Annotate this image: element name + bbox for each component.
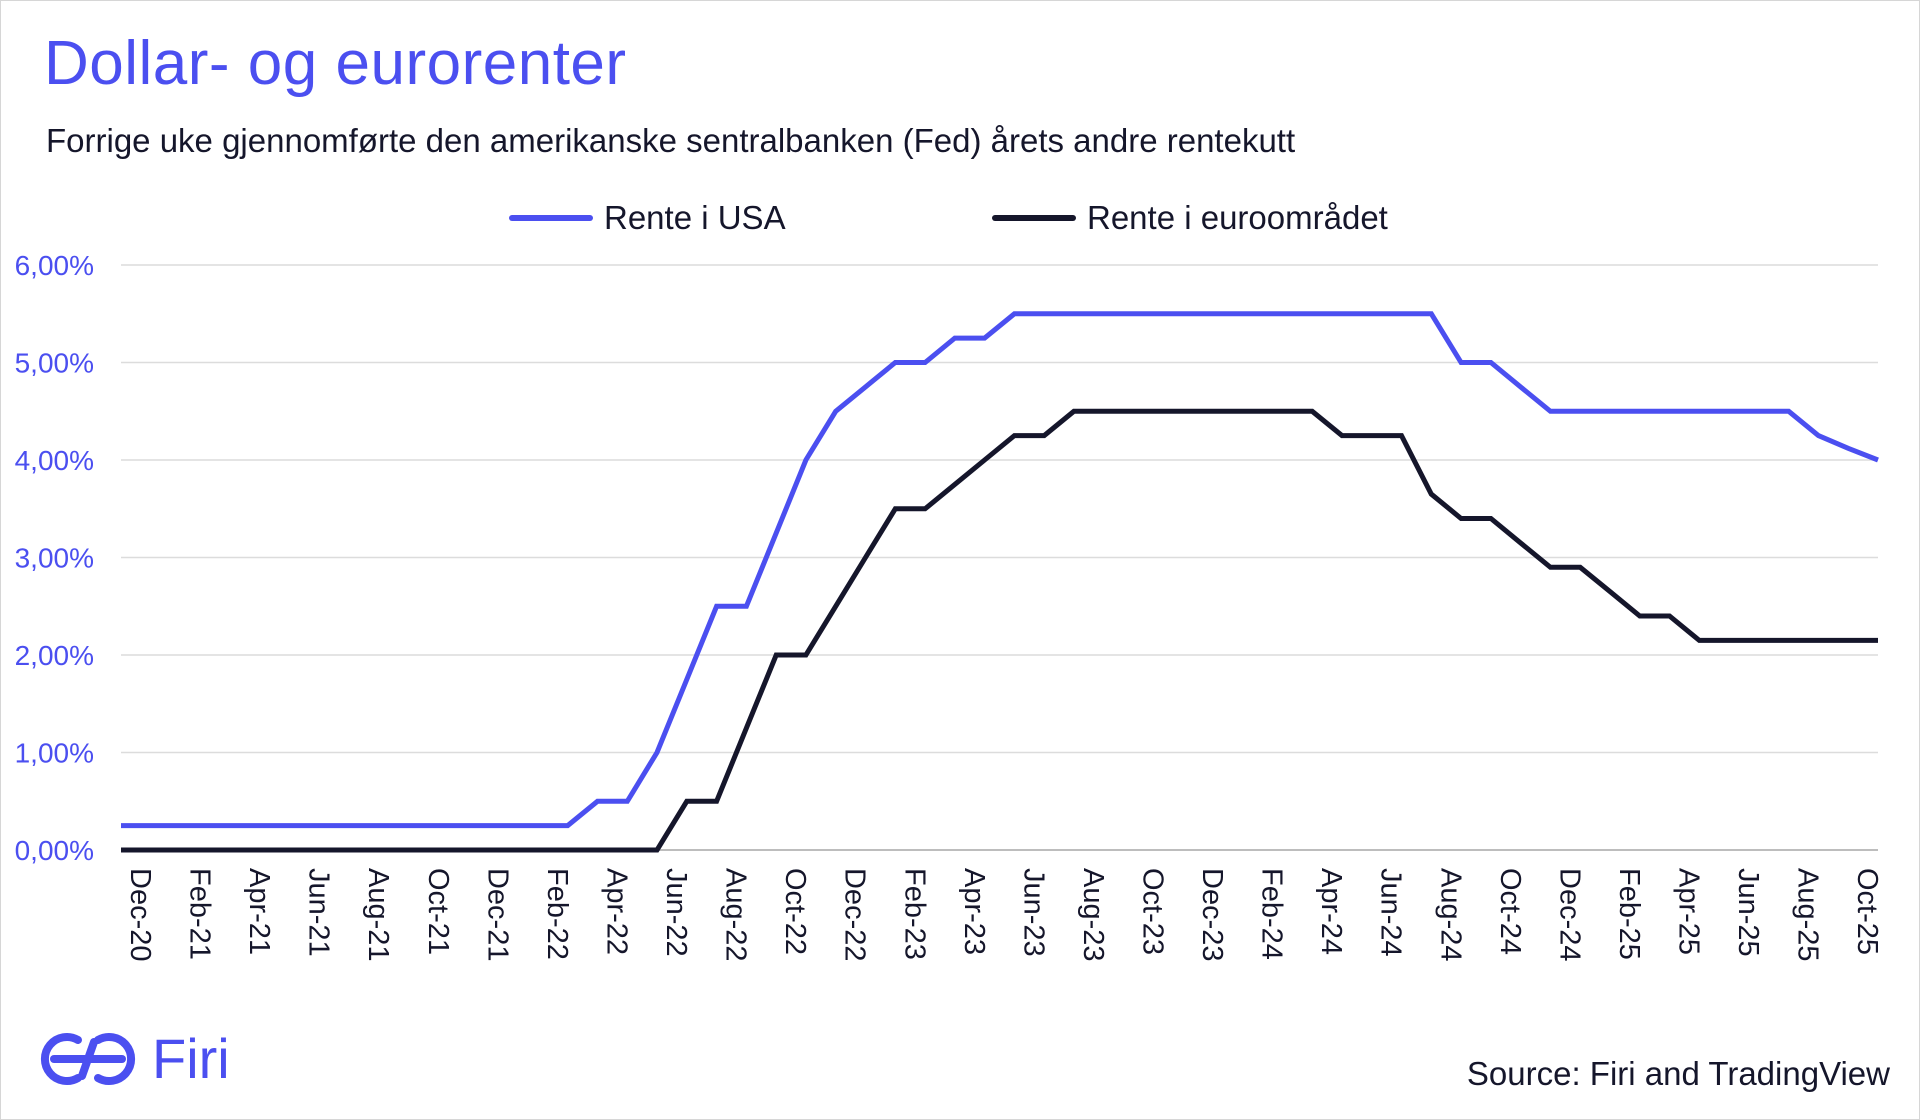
- firi-logo: Firi: [36, 1030, 230, 1088]
- series-lines: [121, 311, 1879, 853]
- x-tick-label: Apr-22: [600, 868, 632, 955]
- x-tick-label: Aug-21: [362, 868, 394, 962]
- x-tick-label: Apr-21: [243, 868, 275, 955]
- y-tick-label: 3,00%: [15, 543, 94, 574]
- legend-label: Rente i euroområdet: [1087, 199, 1388, 236]
- x-tick-label: Dec-22: [839, 868, 871, 962]
- series-line-euro: [121, 408, 1878, 853]
- y-tick-label: 0,00%: [15, 835, 94, 866]
- legend-label: Rente i USA: [604, 199, 786, 236]
- y-tick-label: 5,00%: [15, 348, 94, 379]
- x-tick-label: Jun-22: [660, 868, 692, 957]
- x-tick-label: Oct-23: [1137, 868, 1169, 955]
- x-tick-label: Feb-22: [541, 868, 573, 960]
- x-tick-label: Feb-23: [898, 868, 930, 960]
- x-tick-label: Feb-21: [184, 868, 216, 960]
- x-tick-label: Aug-22: [720, 868, 752, 962]
- brand-name: Firi: [152, 1027, 230, 1090]
- x-tick-label: Apr-25: [1673, 868, 1705, 955]
- x-tick-label: Jun-25: [1732, 868, 1764, 957]
- y-tick-label: 6,00%: [15, 250, 94, 281]
- x-tick-label: Apr-24: [1315, 868, 1347, 955]
- chart-title: Dollar- og eurorenter: [44, 29, 627, 98]
- x-tick-label: Aug-24: [1434, 868, 1466, 962]
- y-tick-label: 4,00%: [15, 445, 94, 476]
- x-axis-tick-labels: Dec-20 Feb-21 Apr-21 Jun-21 Aug-21 Oct-21 Dec-…: [124, 868, 1883, 962]
- y-axis-tick-labels: 0,00% 1,00% 2,00% 3,00% 4,00% 5,00% 6,00%: [15, 250, 94, 866]
- legend: Rente i USA Rente i euroområdet: [509, 199, 1388, 236]
- x-tick-label: Dec-20: [124, 868, 156, 962]
- x-tick-label: Feb-24: [1256, 868, 1288, 960]
- x-tick-label: Aug-25: [1792, 868, 1824, 962]
- x-tick-label: Aug-23: [1077, 868, 1109, 962]
- x-tick-label: Oct-21: [422, 868, 454, 955]
- x-tick-label: Oct-22: [779, 868, 811, 955]
- chart-subtitle: Forrige uke gjennomførte den amerikanske…: [46, 122, 1296, 159]
- x-tick-label: Jun-21: [303, 868, 335, 957]
- x-tick-label: Jun-24: [1375, 868, 1407, 957]
- series-line-usa: [121, 311, 1879, 829]
- x-tick-label: Oct-24: [1494, 868, 1526, 955]
- y-tick-label: 2,00%: [15, 640, 94, 671]
- x-tick-label: Dec-21: [481, 868, 513, 962]
- x-tick-label: Feb-25: [1613, 868, 1645, 960]
- x-tick-label: Oct-25: [1851, 868, 1883, 955]
- source-note: Source: Firi and TradingView: [1466, 1055, 1890, 1092]
- x-tick-label: Dec-23: [1196, 868, 1228, 962]
- firi-logo-icon: [40, 1033, 136, 1085]
- grid-lines: [121, 264, 1878, 851]
- y-tick-label: 1,00%: [15, 738, 94, 769]
- x-tick-label: Jun-23: [1017, 868, 1049, 957]
- x-tick-label: Dec-24: [1553, 868, 1585, 962]
- x-tick-label: Apr-23: [958, 868, 990, 955]
